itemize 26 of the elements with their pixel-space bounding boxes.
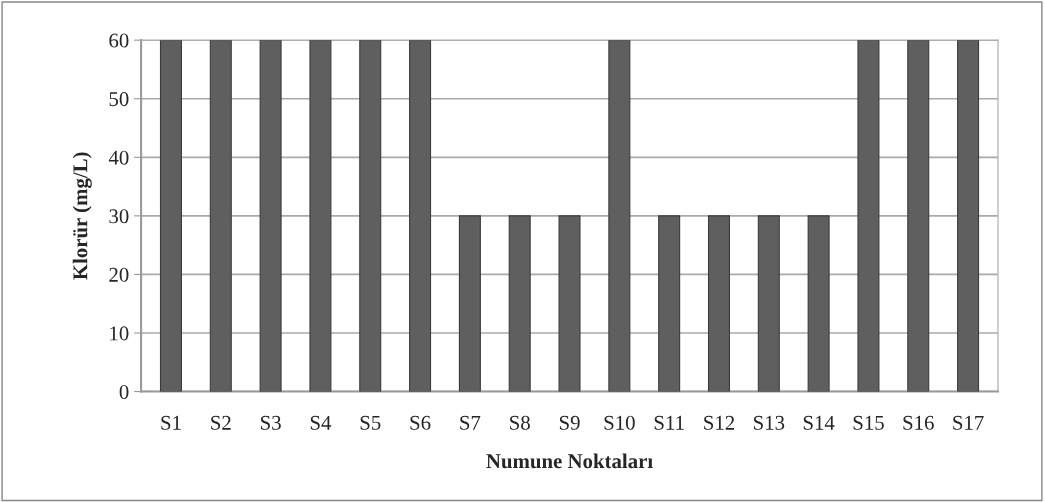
y-tick-label: 60 — [109, 33, 129, 48]
x-tick-label: S6 — [410, 415, 431, 430]
x-tick-label: S17 — [953, 415, 984, 430]
y-tick-label: 10 — [110, 326, 129, 341]
y-axis-title: Klorür (mg/L) — [72, 152, 92, 280]
x-tick-label: S12 — [704, 415, 735, 430]
x-tick-label: S2 — [211, 415, 231, 430]
x-tick-label: S13 — [753, 415, 785, 430]
y-tick-label: 40 — [108, 150, 129, 165]
x-tick-label: S7 — [460, 415, 481, 430]
y-tick-label: 50 — [109, 92, 129, 107]
x-tick-label: S8 — [510, 415, 530, 430]
x-tick-label: S9 — [559, 415, 580, 430]
x-tick-label: S15 — [853, 415, 884, 430]
x-tick-label: S1 — [161, 415, 181, 430]
y-tick-label: 0 — [119, 384, 129, 399]
y-tick-label: 20 — [109, 267, 129, 282]
x-tick-label: S11 — [654, 415, 684, 430]
x-tick-label: S10 — [604, 415, 635, 430]
x-tick-label: S16 — [903, 415, 934, 430]
x-axis-title: Numune Noktaları — [486, 453, 653, 469]
x-tick-label: S5 — [360, 415, 381, 430]
x-tick-label: S4 — [310, 415, 332, 430]
x-tick-label: S14 — [803, 415, 835, 430]
x-tick-label: S3 — [261, 415, 281, 430]
y-tick-label: 30 — [109, 209, 129, 224]
